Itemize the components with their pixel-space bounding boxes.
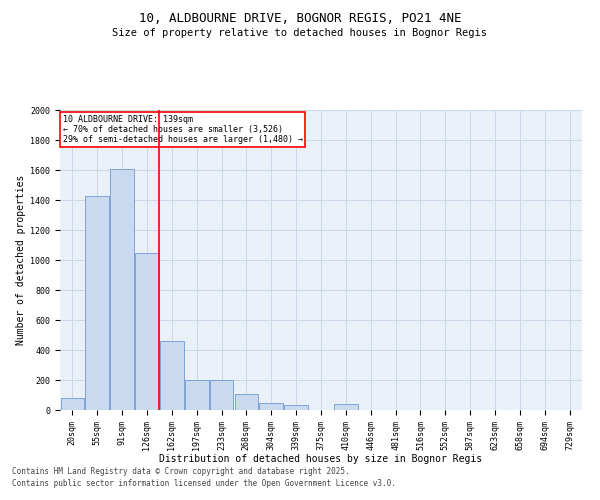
Text: Contains public sector information licensed under the Open Government Licence v3: Contains public sector information licen…	[12, 478, 396, 488]
Bar	[334, 404, 358, 410]
X-axis label: Distribution of detached houses by size in Bognor Regis: Distribution of detached houses by size …	[160, 454, 482, 464]
Y-axis label: Number of detached properties: Number of detached properties	[16, 175, 26, 345]
Bar	[284, 405, 308, 410]
Bar	[185, 380, 209, 410]
Text: 10, ALDBOURNE DRIVE, BOGNOR REGIS, PO21 4NE: 10, ALDBOURNE DRIVE, BOGNOR REGIS, PO21 …	[139, 12, 461, 26]
Bar	[210, 380, 233, 410]
Bar	[235, 394, 258, 410]
Bar	[61, 398, 84, 410]
Bar	[110, 168, 134, 410]
Bar	[85, 196, 109, 410]
Text: Size of property relative to detached houses in Bognor Regis: Size of property relative to detached ho…	[113, 28, 487, 38]
Bar	[135, 252, 159, 410]
Bar	[259, 402, 283, 410]
Text: Contains HM Land Registry data © Crown copyright and database right 2025.: Contains HM Land Registry data © Crown c…	[12, 467, 350, 476]
Bar	[160, 341, 184, 410]
Text: 10 ALDBOURNE DRIVE: 139sqm
← 70% of detached houses are smaller (3,526)
29% of s: 10 ALDBOURNE DRIVE: 139sqm ← 70% of deta…	[62, 114, 302, 144]
